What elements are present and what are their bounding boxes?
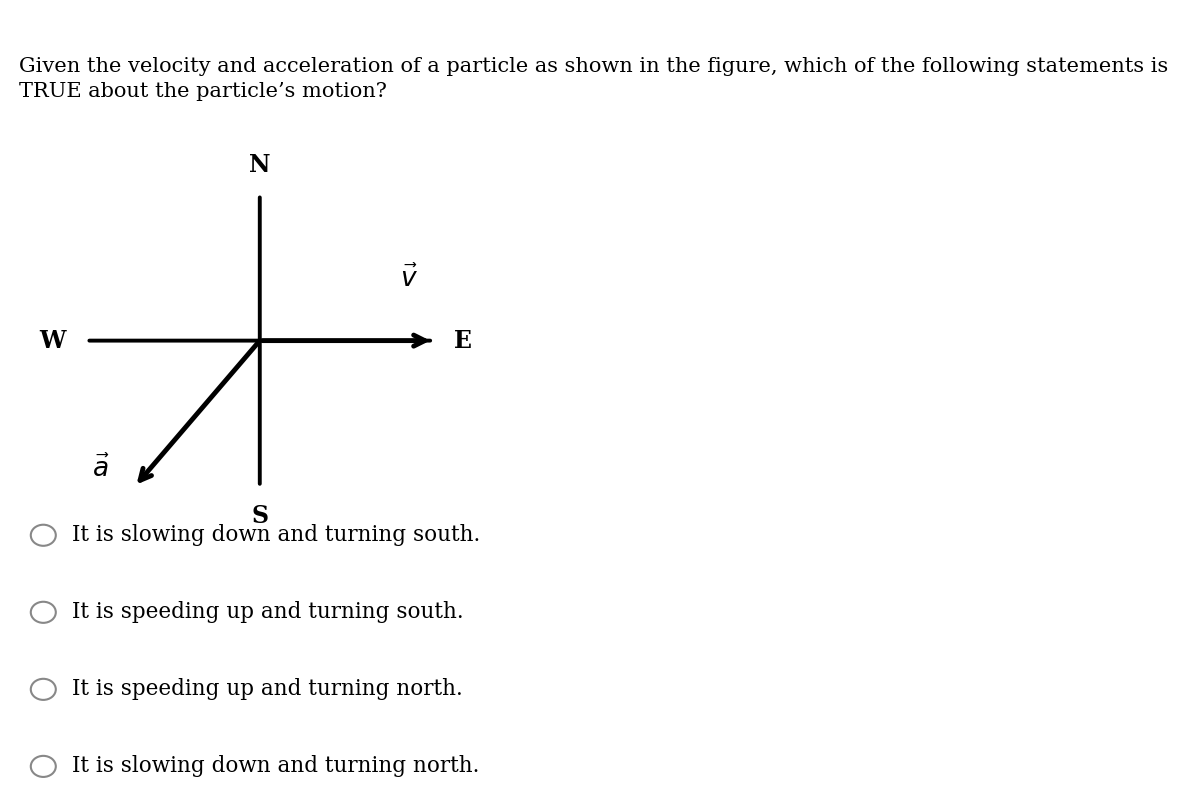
Text: It is slowing down and turning north.: It is slowing down and turning north. — [72, 755, 480, 778]
Text: E: E — [454, 328, 472, 353]
Text: N: N — [248, 152, 270, 177]
Text: It is speeding up and turning north.: It is speeding up and turning north. — [72, 678, 463, 701]
Text: W: W — [38, 328, 66, 353]
Text: Given the velocity and acceleration of a particle as shown in the figure, which : Given the velocity and acceleration of a… — [19, 57, 1169, 101]
Text: S: S — [251, 504, 269, 529]
Text: $\vec{v}$: $\vec{v}$ — [400, 264, 418, 292]
Text: It is slowing down and turning south.: It is slowing down and turning south. — [72, 524, 480, 547]
Text: $\vec{a}$: $\vec{a}$ — [92, 454, 110, 482]
Text: It is speeding up and turning south.: It is speeding up and turning south. — [72, 601, 463, 624]
